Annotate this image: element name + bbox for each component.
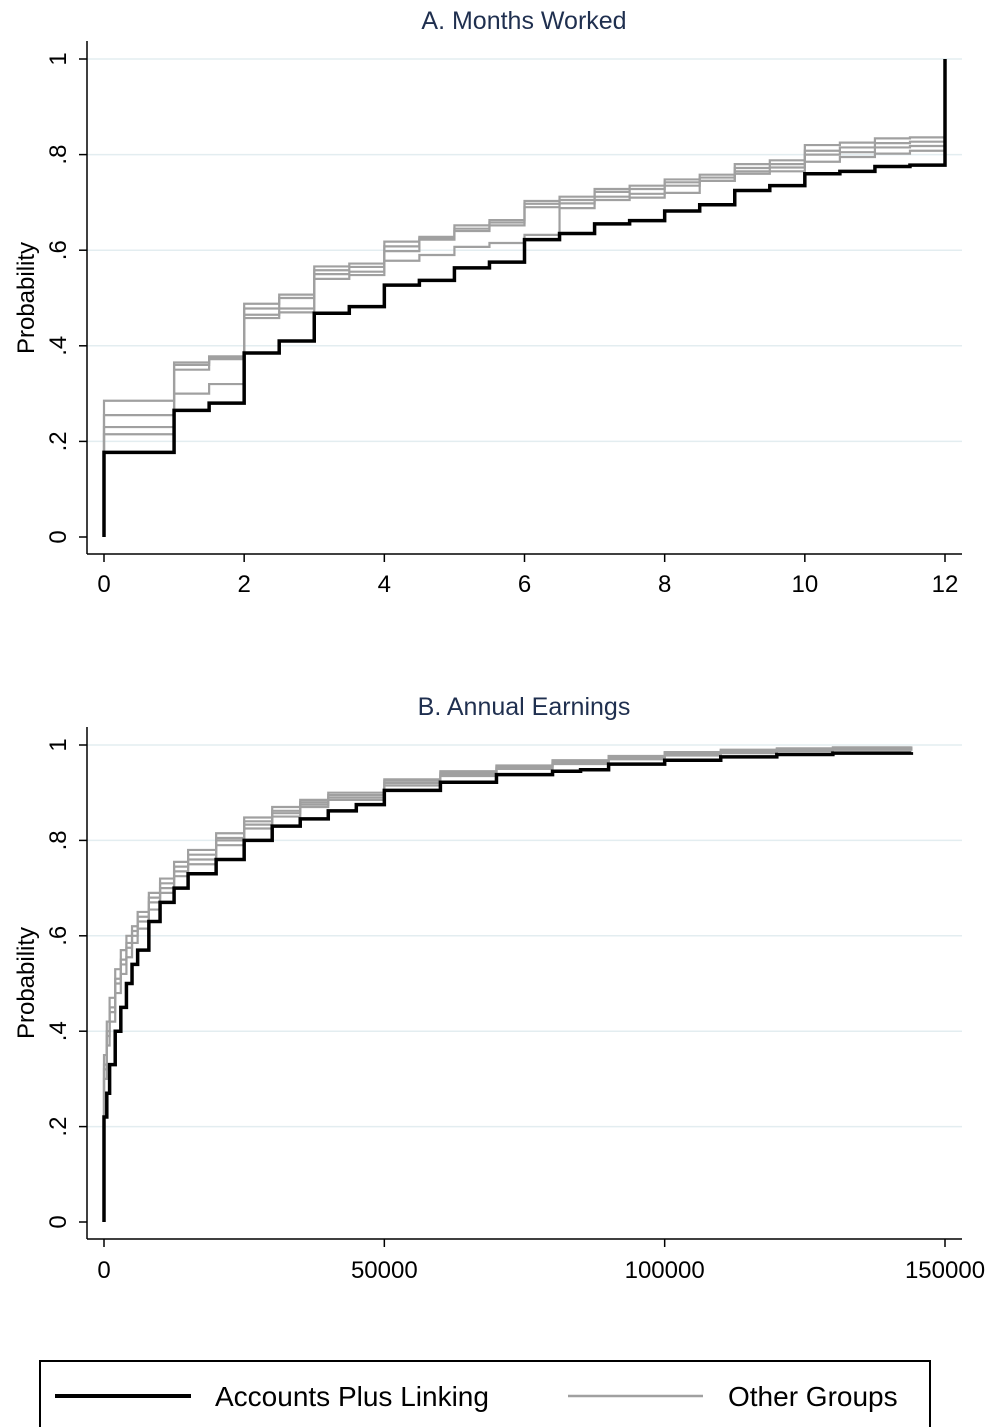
series-other-groups-line-2 bbox=[102, 747, 913, 1222]
series-accounts-plus-linking-line bbox=[102, 751, 914, 1222]
chart-title: A. Months Worked bbox=[421, 7, 626, 35]
x-tick-label: 0 bbox=[97, 571, 110, 598]
chart-title: B. Annual Earnings bbox=[418, 693, 631, 721]
panel-b-annual-earnings: B. Annual Earnings Probability 0 .2 .4 .6 .8… bbox=[13, 693, 985, 1284]
x-tick-label: 50000 bbox=[351, 1257, 418, 1284]
y-tick-label: 1 bbox=[45, 738, 72, 751]
x-tick-label: 100000 bbox=[625, 1257, 705, 1284]
series-other-groups-line-1 bbox=[102, 59, 947, 537]
x-tick-label: 150000 bbox=[905, 1257, 985, 1284]
x-tick-label: 0 bbox=[97, 1257, 110, 1284]
y-tick-label: 1 bbox=[45, 52, 72, 65]
series-accounts-plus-linking-line bbox=[102, 59, 947, 537]
y-tick-label: .6 bbox=[45, 926, 72, 946]
y-tick-label: 0 bbox=[45, 530, 72, 543]
x-tick-label: 2 bbox=[237, 571, 250, 598]
series-other-groups-line-2 bbox=[102, 59, 947, 537]
series-other-groups-line-3 bbox=[102, 748, 913, 1222]
y-tick-label: .4 bbox=[45, 336, 72, 356]
legend-label-other-groups: Other Groups bbox=[728, 1381, 898, 1412]
x-tick-label: 8 bbox=[658, 571, 671, 598]
y-tick-label: .6 bbox=[45, 240, 72, 260]
y-tick-label: .2 bbox=[45, 431, 72, 451]
gridlines bbox=[87, 744, 962, 1128]
series-other-groups-line-1 bbox=[102, 746, 913, 1222]
y-tick-label: .2 bbox=[45, 1117, 72, 1137]
series-group bbox=[102, 746, 914, 1222]
legend-label-accounts-plus-linking: Accounts Plus Linking bbox=[215, 1381, 489, 1412]
axes: 0 .2 .4 .6 .8 1 0 50000 100000 150000 bbox=[45, 727, 985, 1284]
x-tick-label: 10 bbox=[791, 571, 818, 598]
series-group bbox=[102, 59, 947, 537]
y-tick-label: 0 bbox=[45, 1215, 72, 1228]
legend: Accounts Plus Linking Other Groups bbox=[39, 1360, 931, 1427]
x-tick-label: 12 bbox=[932, 571, 959, 598]
y-tick-label: .8 bbox=[45, 145, 72, 165]
axes: 0.2.4.6.810 2 4 6 8 10 12 bbox=[45, 41, 962, 598]
y-tick-label: .8 bbox=[45, 830, 72, 850]
y-axis-label: Probability bbox=[13, 242, 40, 354]
y-tick-label: .4 bbox=[45, 1021, 72, 1041]
y-axis-label: Probability bbox=[13, 927, 40, 1039]
x-tick-label: 4 bbox=[378, 571, 391, 598]
series-other-groups-line-4 bbox=[102, 748, 913, 1222]
series-other-groups-line-3 bbox=[102, 59, 947, 537]
panel-a-months-worked: A. Months Worked Probability 0.2.4.6.810… bbox=[13, 7, 962, 598]
x-tick-label: 6 bbox=[518, 571, 531, 598]
series-other-groups-line-4 bbox=[102, 59, 947, 537]
